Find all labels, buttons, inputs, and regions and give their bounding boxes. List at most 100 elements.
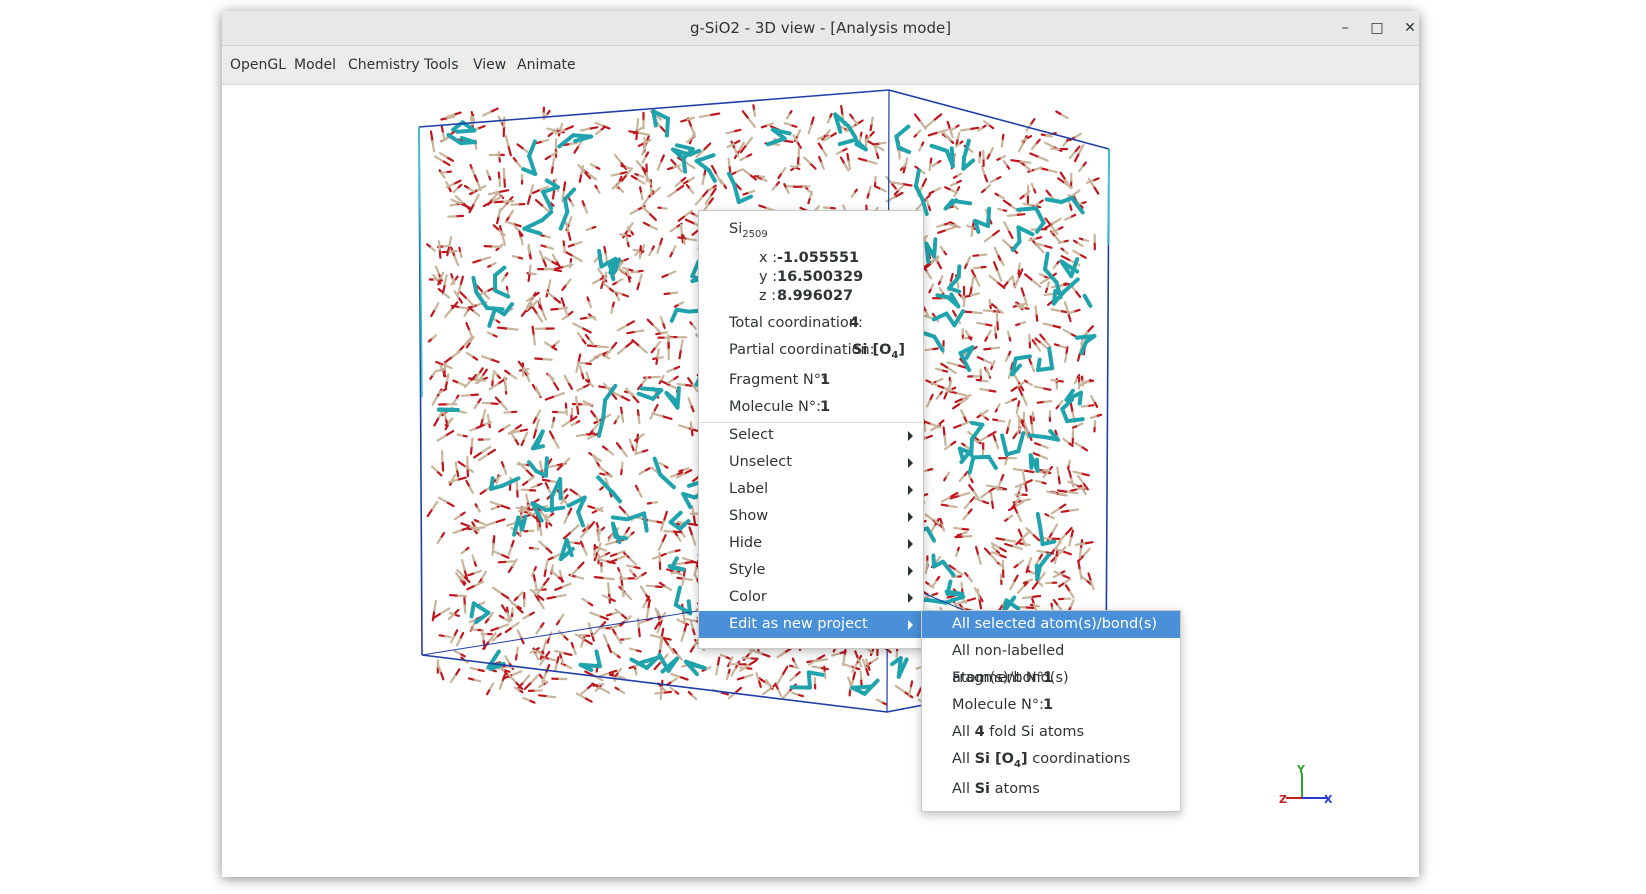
bond (984, 184, 992, 190)
menu-item-show[interactable]: Show (699, 503, 923, 530)
bond (961, 531, 968, 535)
bond (673, 602, 693, 616)
bond (935, 293, 950, 300)
menu-item-edit-as-new-project[interactable]: Edit as new project (699, 611, 923, 638)
bond (475, 284, 484, 294)
menu-item-select[interactable]: Select (699, 422, 923, 449)
bond (960, 581, 964, 589)
menu-model[interactable]: Model (294, 57, 337, 73)
bond (481, 355, 492, 361)
bond (1071, 189, 1081, 197)
bond (457, 594, 468, 598)
bond (1030, 424, 1035, 435)
bond (1017, 262, 1021, 270)
bond (597, 534, 601, 542)
bond (991, 360, 996, 367)
bond (1062, 277, 1080, 294)
bond (989, 178, 997, 184)
bond (623, 340, 634, 349)
bond (474, 290, 489, 310)
bond (476, 124, 486, 130)
menu-opengl[interactable]: OpenGL (230, 57, 287, 73)
bond (590, 630, 595, 642)
bond (954, 550, 959, 557)
bond (990, 542, 1000, 549)
menu-chemistry[interactable]: Chemistry (348, 57, 420, 73)
bond (1003, 542, 1015, 548)
bond (949, 182, 957, 187)
bond (709, 187, 717, 198)
bond (956, 392, 968, 397)
bond (1010, 385, 1020, 392)
bond (637, 626, 641, 638)
submenu-molecule[interactable]: Molecule N°: 1 (922, 692, 1180, 719)
menu-tools[interactable]: Tools (424, 57, 459, 73)
menu-item-style[interactable]: Style (699, 557, 923, 584)
maximize-button[interactable]: □ (1370, 20, 1384, 36)
bond (920, 197, 929, 216)
bond (643, 138, 652, 145)
bond (452, 529, 463, 534)
bond (576, 510, 585, 528)
bond (482, 200, 494, 208)
menu-item-unselect[interactable]: Unselect (699, 449, 923, 476)
bond (500, 604, 508, 614)
bond (1034, 337, 1043, 345)
bond (588, 301, 592, 309)
submenu-all-4-fold-si[interactable]: All 4 fold Si atoms (952, 724, 1085, 740)
submenu-all-coordinations[interactable]: All Si [O4] coordinations (952, 751, 1131, 770)
bond (588, 428, 595, 436)
bond (516, 629, 522, 639)
bond (513, 424, 523, 431)
bond (967, 576, 974, 583)
bond (1040, 342, 1048, 349)
bond (821, 148, 828, 157)
submenu-fragment[interactable]: Fragment N°: 1 (922, 665, 1180, 692)
bond (563, 197, 570, 214)
bond (544, 546, 553, 554)
menu-item-hide[interactable]: Hide (699, 530, 923, 557)
bond (493, 200, 506, 204)
bond (673, 562, 685, 566)
bond (931, 311, 949, 322)
bond (551, 157, 555, 168)
bond (459, 631, 465, 641)
menu-item-color[interactable]: Color (699, 584, 923, 611)
bond (636, 126, 643, 132)
bond (575, 362, 580, 373)
bond (520, 308, 528, 317)
title-bar[interactable]: g-SiO2 - 3D view - [Analysis mode] – □ ✕ (222, 11, 1419, 46)
submenu-all-si-atoms[interactable]: All Si atoms (952, 781, 1040, 797)
bond (585, 371, 590, 380)
bond (677, 214, 687, 222)
bond (453, 290, 460, 299)
minimize-button[interactable]: – (1341, 20, 1349, 36)
bond (1029, 117, 1036, 127)
menu-view[interactable]: View (473, 57, 507, 73)
bond (638, 345, 648, 354)
bond (610, 306, 614, 314)
bond (934, 555, 942, 564)
submenu-all-selected[interactable]: All selected atom(s)/bond(s) (922, 611, 1180, 638)
bond (647, 599, 651, 611)
bond (1011, 276, 1016, 284)
close-button[interactable]: ✕ (1404, 20, 1416, 36)
bond (610, 515, 630, 522)
bond (538, 600, 545, 610)
bond (575, 395, 579, 407)
bond (808, 161, 817, 170)
submenu-all-non-labelled[interactable]: All non-labelled atom(s)/bond(s) (952, 643, 1069, 686)
bond (471, 168, 476, 176)
bond (582, 638, 593, 646)
bond (637, 382, 644, 391)
bond (474, 372, 481, 381)
bond (608, 558, 619, 564)
menu-animate[interactable]: Animate (517, 57, 576, 73)
opengl-3d-viewport[interactable]: Y X Z Si2509 x : -1.055551 y : 16.500329… (222, 85, 1419, 877)
menu-item-label[interactable]: Label (699, 476, 923, 503)
bond (667, 564, 686, 572)
bond (977, 435, 989, 443)
bond (893, 191, 904, 199)
bond (659, 688, 663, 701)
bond (930, 426, 937, 432)
